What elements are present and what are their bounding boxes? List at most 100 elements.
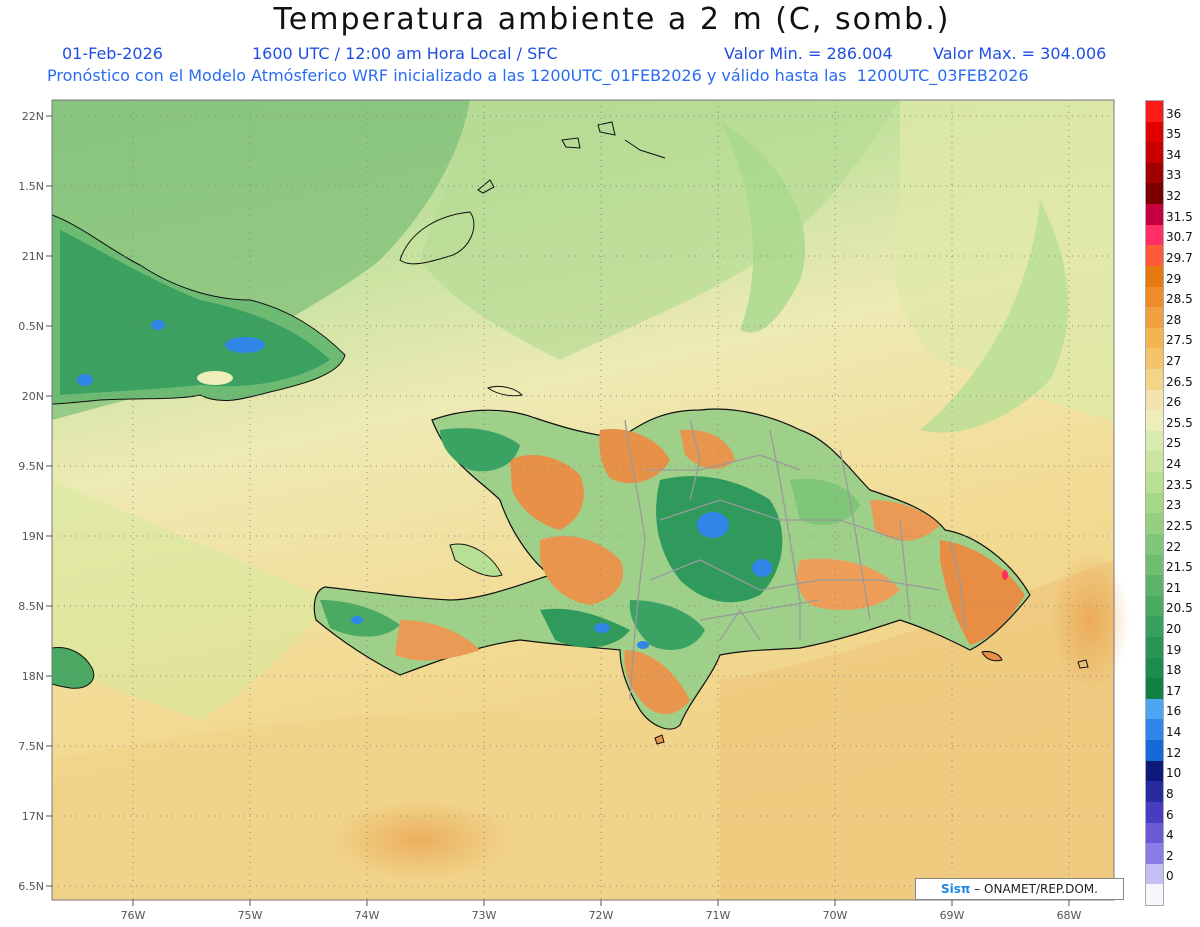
- colorbar-label: 33: [1166, 168, 1182, 183]
- colorbar-label: 23.5: [1166, 477, 1193, 492]
- forecast-date: 01-Feb-2026: [62, 44, 163, 63]
- colorbar-segment: [1146, 183, 1163, 205]
- lon-label: 74W: [355, 909, 380, 922]
- cool-streak: [720, 120, 806, 333]
- forecast-time: 1600 UTC / 12:00 am Hora Local / SFC: [252, 44, 558, 63]
- lat-label: 20N: [22, 390, 44, 403]
- gonave-island: [449, 543, 503, 577]
- warm-zone-samana: [870, 500, 940, 541]
- lon-label: 70W: [823, 909, 848, 922]
- colorbar-label: 32: [1166, 189, 1182, 204]
- cold-spot-central-2: [752, 559, 772, 577]
- hot-spot-east: [1002, 570, 1008, 580]
- colorbar-label: 28: [1166, 312, 1182, 327]
- warm-patch-east: [1050, 550, 1130, 690]
- island-tortuga: [486, 385, 524, 397]
- island-small-1: [477, 179, 495, 194]
- max-value: Valor Max. = 304.006: [933, 44, 1107, 63]
- cold-spot-south-1: [594, 623, 610, 633]
- colorbar-segment: [1146, 472, 1163, 494]
- colorbar-label: 21: [1166, 580, 1182, 595]
- lat-label: 19N: [22, 530, 44, 543]
- island-turks: [597, 121, 666, 159]
- colorbar-label: 21.5: [1166, 560, 1193, 575]
- hispaniola-outline: [313, 408, 1031, 730]
- colorbar-segment: [1146, 781, 1163, 803]
- lat-label: 8.5N: [18, 600, 44, 613]
- cuba-pale-patch: [197, 371, 233, 385]
- colorbar-segment: [1146, 760, 1163, 782]
- colorbar-label: 4: [1166, 828, 1174, 843]
- colorbar-label: 2: [1166, 848, 1174, 863]
- warm-zone-east-tip: [940, 540, 1025, 645]
- lon-label: 71W: [706, 909, 731, 922]
- latitude-labels: 22N 1.5N 21N 0.5N 20N 9.5N 19N 8.5N 18N …: [18, 110, 44, 893]
- colorbar-segment: [1146, 369, 1163, 390]
- cuba-landmass: [51, 214, 346, 405]
- model-description: Pronóstico con el Modelo Atmósferico WRF…: [47, 66, 1029, 85]
- warm-patch-south: [330, 800, 510, 880]
- island-caicos: [561, 137, 581, 149]
- axis-ticks: [46, 115, 1070, 906]
- colorbar-segment: [1146, 410, 1163, 432]
- colorbar-label: 20.5: [1166, 601, 1193, 616]
- credit-text: – ONAMET/REP.DOM.: [970, 882, 1098, 896]
- colorbar-segment: [1146, 327, 1163, 349]
- highland-northwest: [440, 428, 520, 472]
- lat-label: 22N: [22, 110, 44, 123]
- longitude-labels: 76W 75W 74W 73W 72W 71W 70W 69W 68W: [121, 909, 1082, 922]
- colorbar-segment: [1146, 286, 1163, 308]
- colorbar-label: 22.5: [1166, 518, 1193, 533]
- colorbar-segment: [1146, 657, 1163, 679]
- colorbar-label: 12: [1166, 745, 1182, 760]
- colorbar-label: 30.7: [1166, 230, 1193, 245]
- colorbar-segment: [1146, 204, 1163, 226]
- colorbar-label: 34: [1166, 147, 1182, 162]
- cold-spot-south-2: [637, 641, 649, 649]
- island-inagua: [399, 211, 475, 265]
- cuba-blue-patch-2: [151, 320, 165, 330]
- colorbar-segment: [1146, 822, 1163, 844]
- map-frame: [51, 99, 1115, 901]
- colorbar-segment: [1146, 101, 1163, 122]
- north-cool-sea: [420, 100, 900, 360]
- colorbar-segment: [1146, 162, 1163, 184]
- colorbar-segment: [1146, 595, 1163, 617]
- colorbar-label: 27: [1166, 354, 1182, 368]
- map-title: Temperatura ambiente a 2 m (C, somb.): [273, 2, 951, 37]
- lat-label: 18N: [22, 670, 44, 683]
- colorbar-segment: [1146, 265, 1163, 287]
- colorbar-segment: [1146, 142, 1163, 164]
- colorbar-segment: [1146, 451, 1163, 473]
- colorbar-segment: [1146, 801, 1163, 823]
- sispi-logo: Sisπ: [941, 882, 971, 896]
- lat-label: 7.5N: [18, 740, 44, 753]
- colorbar-label: 8: [1166, 786, 1174, 801]
- colorbar-segment: [1146, 843, 1163, 865]
- lat-label: 6.5N: [18, 880, 44, 893]
- colorbar-segment: [1146, 884, 1163, 906]
- warm-zone-south-barahona: [624, 650, 690, 715]
- lat-label: 1.5N: [18, 180, 44, 193]
- colorbar-segment: [1146, 863, 1163, 885]
- min-value: Valor Min. = 286.004: [724, 44, 893, 63]
- colorbar-label: 25: [1166, 436, 1182, 451]
- lat-label: 9.5N: [18, 460, 44, 473]
- highland-east: [790, 478, 860, 525]
- colorbar-segment: [1146, 121, 1163, 143]
- colorbar-label: 29: [1166, 271, 1182, 286]
- highland-bahoruco: [629, 600, 705, 650]
- southeast-warm-sea: [720, 560, 1114, 900]
- colorbar-segment: [1146, 719, 1163, 741]
- west-pale-band: [52, 480, 330, 720]
- colorbar-segment: [1146, 430, 1163, 452]
- colorbar-segment: [1146, 492, 1163, 514]
- warm-zone-southeast: [797, 558, 900, 610]
- colorbar-segment: [1146, 740, 1163, 762]
- colorbar-label: 27.5: [1166, 333, 1193, 348]
- lat-label: 21N: [22, 250, 44, 263]
- colorbar-label: 36: [1166, 106, 1182, 121]
- warm-zone-center-west: [540, 536, 624, 605]
- colorbar-segment: [1146, 698, 1163, 720]
